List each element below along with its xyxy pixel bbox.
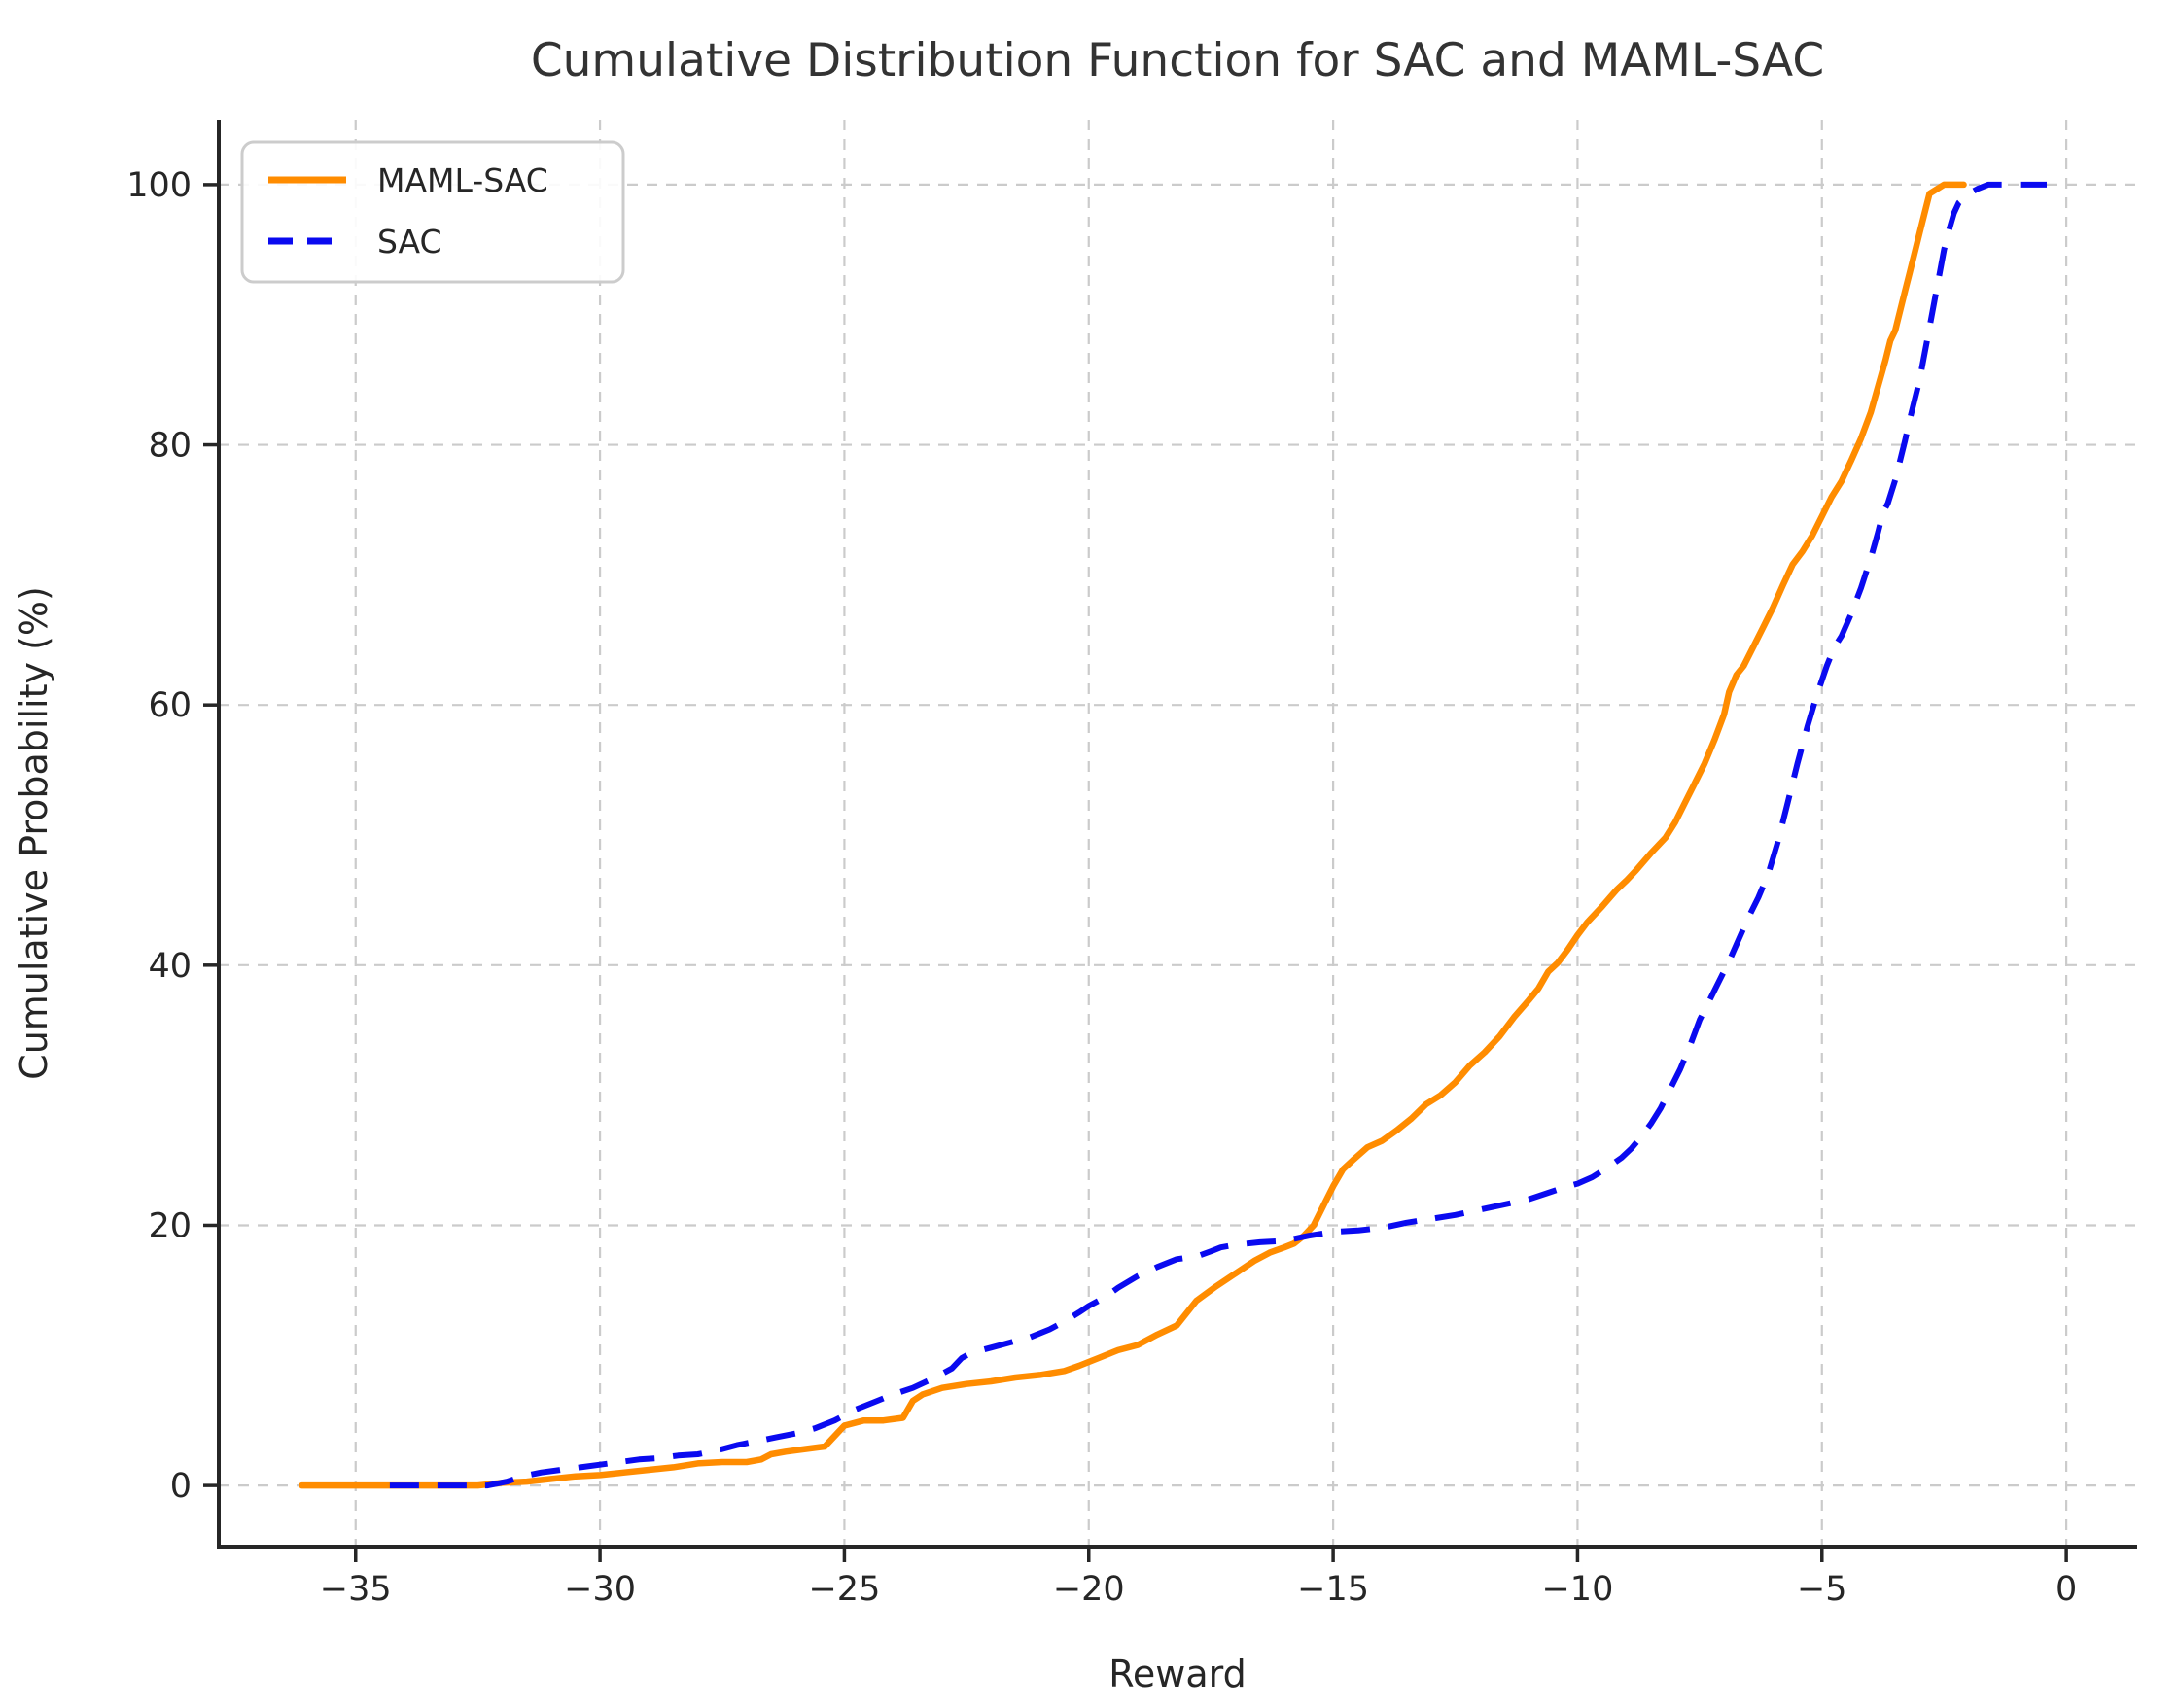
y-axis-label: Cumulative Probability (%) xyxy=(13,586,55,1080)
x-axis-label: Reward xyxy=(1108,1653,1247,1695)
y-tick-label: 60 xyxy=(148,686,192,725)
x-tick-label: −25 xyxy=(808,1570,880,1609)
x-tick-label: −10 xyxy=(1541,1570,1613,1609)
x-tick-label: 0 xyxy=(2056,1570,2077,1609)
y-tick-label: 80 xyxy=(148,427,192,466)
y-tick-label: 0 xyxy=(170,1467,192,1506)
x-tick-label: −35 xyxy=(320,1570,392,1609)
data-curves xyxy=(299,181,2047,1489)
legend-label-sac: SAC xyxy=(377,223,442,261)
y-tick-labels: 0 20 40 60 80 100 xyxy=(126,166,192,1506)
x-tick-labels: −35 −30 −25 −20 −15 −10 −5 0 xyxy=(320,1570,2077,1609)
y-tick-label: 40 xyxy=(148,947,192,986)
x-tick-label: −15 xyxy=(1297,1570,1369,1609)
x-tick-label: −5 xyxy=(1797,1570,1847,1609)
maml-sac-curve xyxy=(299,181,1967,1489)
y-tick-label: 100 xyxy=(126,166,192,205)
x-tick-label: −20 xyxy=(1053,1570,1125,1609)
x-tick-label: −30 xyxy=(564,1570,636,1609)
y-tick-label: 20 xyxy=(148,1206,192,1245)
sac-curve xyxy=(389,181,2047,1489)
legend-label-maml-sac: MAML-SAC xyxy=(377,161,548,199)
axis-ticks xyxy=(203,183,2068,1562)
chart-title: Cumulative Distribution Function for SAC… xyxy=(531,34,1824,87)
legend: MAML-SAC SAC xyxy=(240,140,625,284)
gridlines xyxy=(219,120,2137,1547)
